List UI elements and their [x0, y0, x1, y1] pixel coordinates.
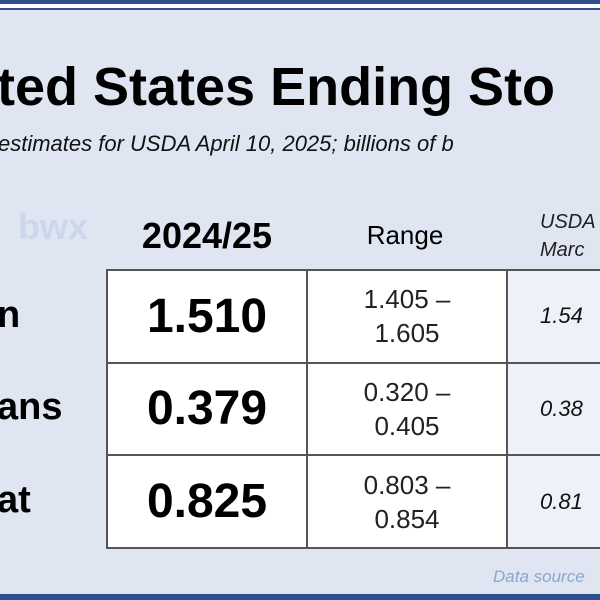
top-accent-bar — [0, 0, 600, 4]
row-label-wheat: at — [0, 479, 31, 521]
value-cell: 0.825 — [106, 454, 308, 549]
table-row: 0.379 0.320 – 0.405 0.38 — [106, 361, 600, 457]
row-label-soybeans: ans — [0, 386, 63, 428]
content-panel: ted States Ending Sto estimates for USDA… — [0, 8, 600, 596]
range-high: 0.854 — [374, 503, 440, 534]
range-cell: 0.803 – 0.854 — [306, 454, 508, 549]
range-low: 0.803 – — [363, 469, 451, 500]
range-high: 1.605 — [374, 318, 440, 349]
row-label-corn: n — [0, 294, 21, 336]
column-header-usda: USDA Marc — [540, 208, 596, 264]
column-header-range: Range — [366, 220, 444, 250]
usda-cell: 1.54 — [506, 269, 600, 364]
value-cell: 0.379 — [106, 361, 308, 457]
data-source-note: Data source — [493, 567, 585, 586]
usda-cell: 0.38 — [506, 361, 600, 457]
value-cell: 1.510 — [106, 269, 308, 364]
range-high: 0.405 — [374, 410, 440, 441]
table-row: 1.510 1.405 – 1.605 1.54 — [106, 269, 600, 364]
range-low: 1.405 – — [363, 284, 451, 315]
column-header-usda-line2: Marc — [540, 239, 585, 261]
column-header-usda-line1: USDA — [540, 211, 596, 233]
table-row: 0.825 0.803 – 0.854 0.81 — [106, 454, 600, 549]
bottom-accent-bar — [0, 594, 600, 600]
slide-subtitle: estimates for USDA April 10, 2025; billi… — [0, 131, 454, 156]
slide-title: ted States Ending Sto — [0, 57, 556, 117]
range-cell: 0.320 – 0.405 — [306, 361, 508, 457]
range-low: 0.320 – — [363, 376, 451, 407]
stocks-table: 1.510 1.405 – 1.605 1.54 0.379 0.320 – 0… — [106, 269, 600, 549]
range-cell: 1.405 – 1.605 — [306, 269, 508, 364]
usda-cell: 0.81 — [506, 454, 600, 549]
column-header-2024-25: 2024/25 — [141, 215, 273, 256]
watermark-logo: bwx — [18, 206, 89, 247]
